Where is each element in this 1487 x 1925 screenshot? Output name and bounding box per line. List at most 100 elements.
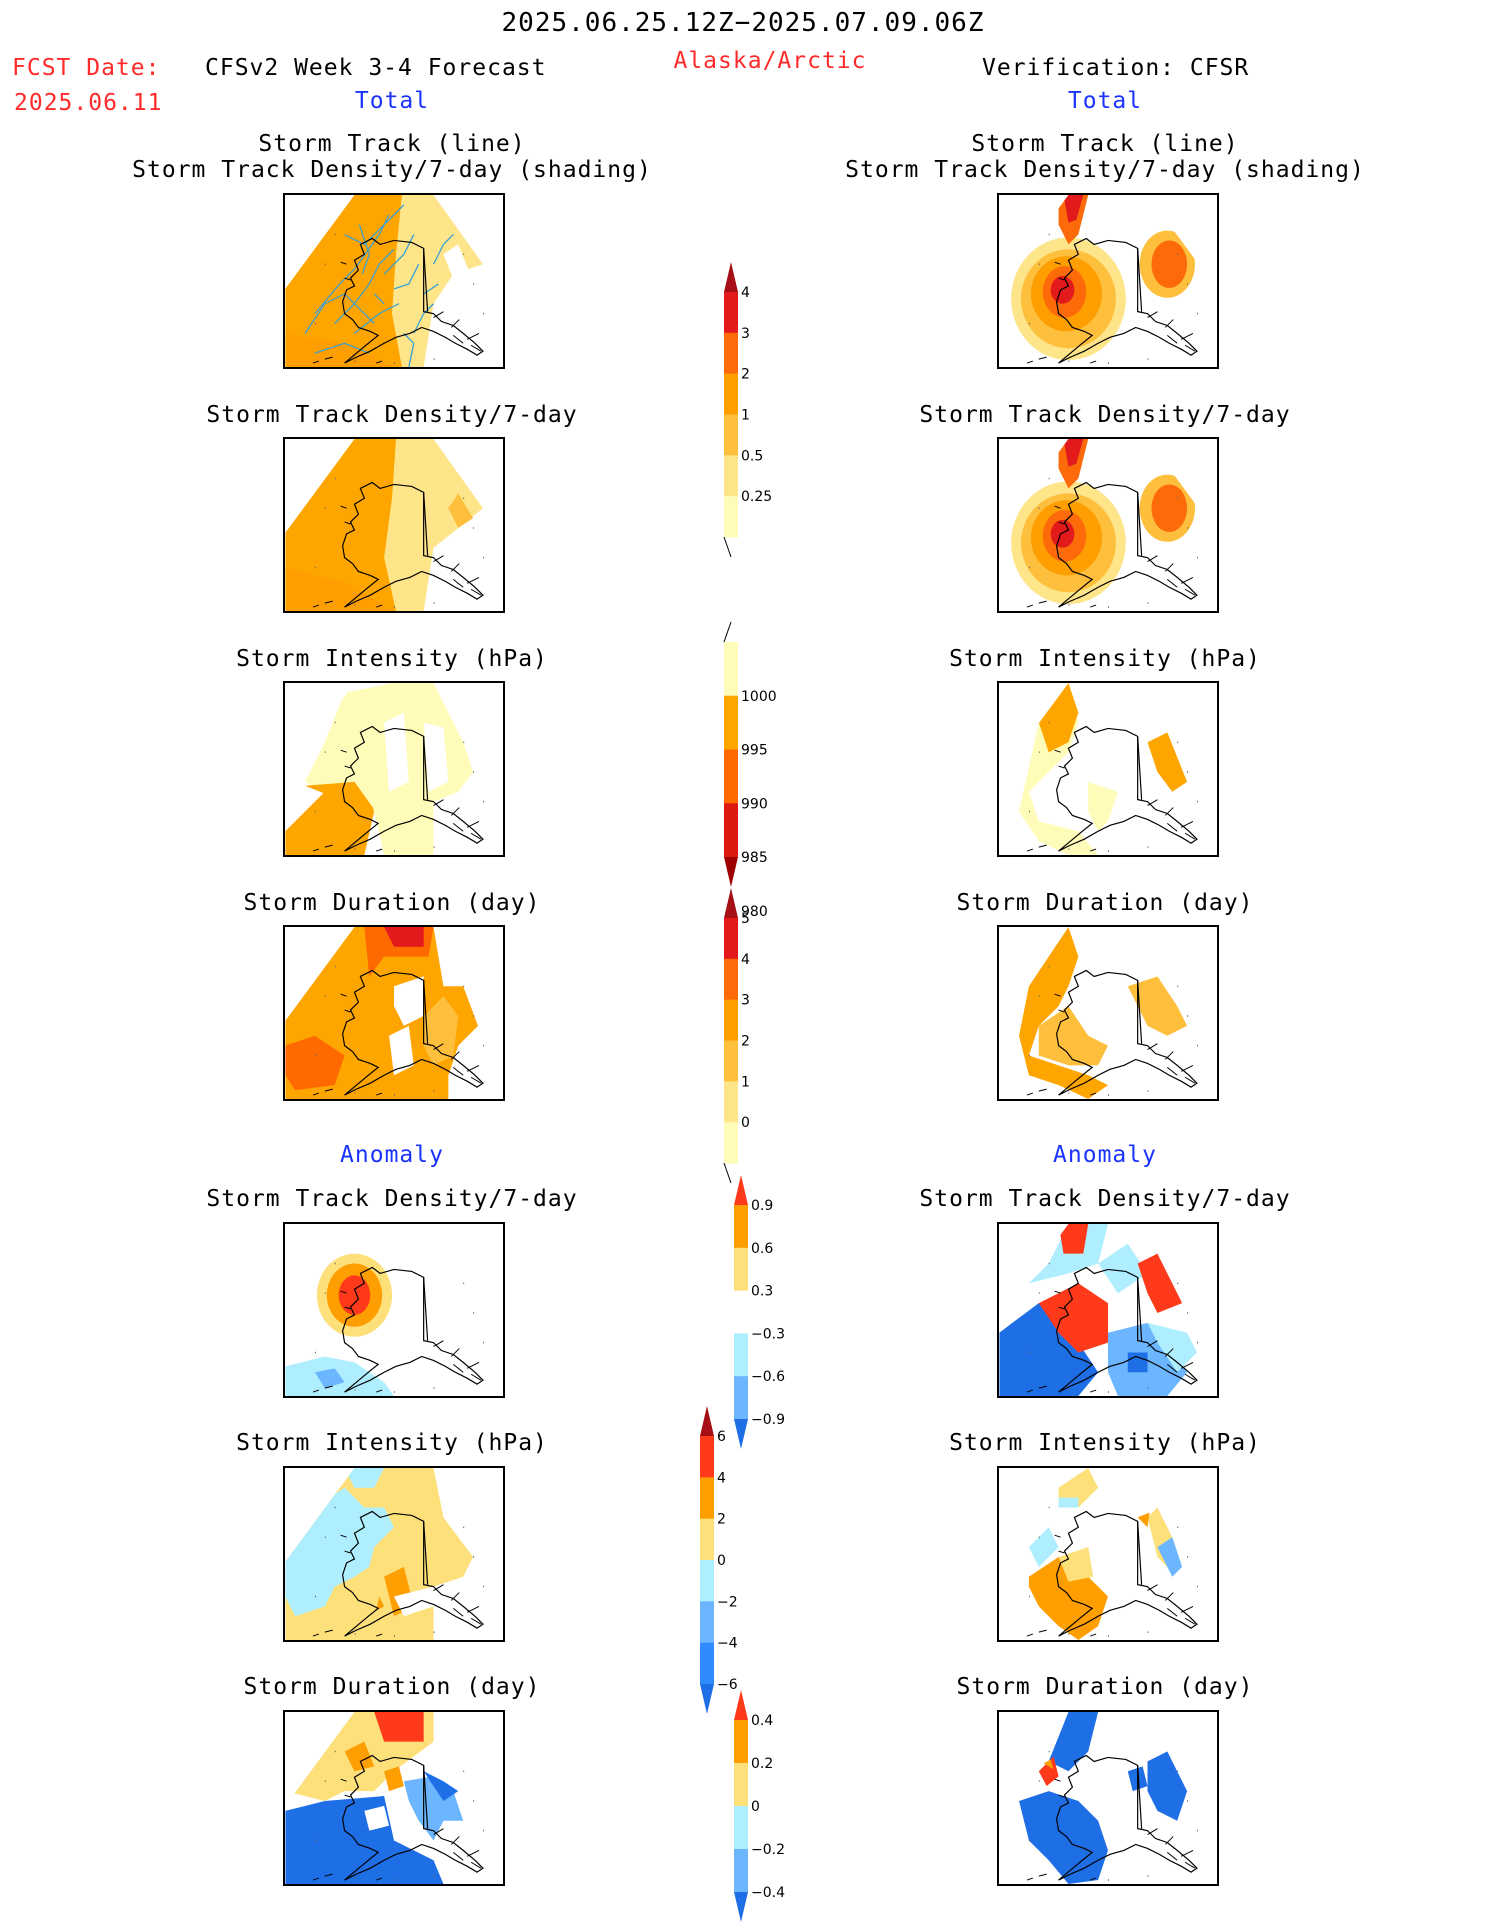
map-intensity-left — [283, 681, 505, 857]
colorbar-segment — [724, 292, 738, 334]
anomaly-label-left: Anomaly — [340, 1142, 444, 1168]
map-intensity-anom-left — [283, 1466, 505, 1642]
colorbar-segment — [734, 1247, 748, 1292]
colorbar-segment — [724, 1081, 738, 1123]
colorbar-tick-label: 1000 — [741, 689, 777, 705]
map-density-anom-left — [283, 1222, 505, 1398]
title-intensity-right: Storm Intensity (hPa) — [949, 646, 1261, 672]
title-density-left: Storm Track Density/7-day — [206, 402, 578, 428]
colorbar-tick-label: −0.2 — [751, 1842, 785, 1858]
title-duration-anom-left: Storm Duration (day) — [243, 1674, 541, 1700]
colorbar-tick-label: −0.3 — [751, 1326, 785, 1342]
title-duration-right: Storm Duration (day) — [956, 890, 1254, 916]
colorbar-segment — [700, 1477, 714, 1520]
map-intensity-right — [997, 681, 1219, 857]
colorbar-segment — [724, 803, 738, 858]
colorbar-tick-label: 0 — [741, 1115, 750, 1131]
colorbar-top-triangle — [724, 262, 738, 292]
title-intensity-anom-left: Storm Intensity (hPa) — [236, 1430, 548, 1456]
colorbar-tick-label: −2 — [717, 1594, 738, 1610]
colorbar-segment — [724, 749, 738, 804]
colorbar-tick-label: −0.4 — [751, 1885, 785, 1901]
colorbar-bottom-triangle — [724, 857, 738, 887]
title-duration-anom-right: Storm Duration (day) — [956, 1674, 1254, 1700]
colorbar-tick-label: 3 — [741, 993, 750, 1009]
colorbar-tail — [723, 536, 732, 558]
colorbar-segment — [734, 1849, 748, 1893]
colorbar-tick-label: −0.6 — [751, 1369, 785, 1385]
map-intensity-anom-right — [997, 1466, 1219, 1642]
colorbar-tick-label: −6 — [717, 1677, 738, 1693]
colorbar-tick-label: 0 — [751, 1799, 760, 1815]
colorbar-tail — [723, 1162, 732, 1184]
total-label-left: Total — [354, 88, 430, 114]
colorbar-tick-label: 0.5 — [741, 448, 763, 464]
colorbar-intensity-total: 1000 995 990 985 980 — [723, 621, 794, 920]
map-track-right — [997, 193, 1219, 369]
colorbar-tick-label: 995 — [741, 743, 768, 759]
title-duration-left: Storm Duration (day) — [243, 890, 541, 916]
colorbar-top-triangle — [724, 888, 738, 918]
colorbar-segment — [724, 1040, 738, 1082]
title-intensity-left: Storm Intensity (hPa) — [236, 646, 548, 672]
colorbar-tick-label: 0 — [717, 1553, 726, 1569]
colorbar-tick-label: 3 — [741, 326, 750, 342]
colorbar-tick-label: 990 — [741, 796, 768, 812]
title-density-anom-right: Storm Track Density/7-day — [919, 1186, 1291, 1212]
colorbar-bottom-triangle — [734, 1892, 748, 1922]
colorbar-tick-label: 4 — [741, 952, 750, 968]
colorbar-segment — [700, 1642, 714, 1685]
colorbar-tick-label: 2 — [717, 1512, 726, 1528]
colorbar-top-triangle — [734, 1690, 748, 1720]
colorbar-duration-anom: 0.4 0.2 0 −0.2 −0.4 — [734, 1690, 804, 1922]
period-title: 2025.06.25.12Z−2025.07.09.06Z — [501, 8, 985, 38]
fcst-date-label: FCST Date: — [12, 55, 161, 81]
map-track-left — [283, 193, 505, 369]
colorbar-density-anom: 0.9 0.6 0.3 −0.3 −0.6 −0.9 — [734, 1175, 804, 1449]
title-track-line-left: Storm Track (line) — [258, 131, 526, 157]
colorbar-segment — [700, 1601, 714, 1644]
title-density-anom-left: Storm Track Density/7-day — [206, 1186, 578, 1212]
colorbar-top-triangle — [734, 1175, 748, 1205]
title-track-shading-left: Storm Track Density/7-day (shading) — [132, 157, 652, 183]
colorbar-segment — [724, 496, 738, 538]
colorbar-segment — [734, 1290, 748, 1334]
colorbar-segment — [700, 1560, 714, 1602]
colorbar-tick-label: 5 — [741, 911, 750, 927]
verification-title: Verification: CFSR — [982, 55, 1250, 81]
map-duration-left — [283, 925, 505, 1101]
colorbar-duration-total: 5 4 3 2 1 0 — [723, 888, 794, 1184]
map-density-left — [283, 437, 505, 613]
colorbar-segment — [700, 1518, 714, 1561]
colorbar-tick-label: −4 — [717, 1636, 738, 1652]
colorbar-segment — [734, 1376, 748, 1420]
map-density-right — [997, 437, 1219, 613]
colorbar-segment — [724, 642, 738, 697]
colorbar-svg: 0.9 0.6 0.3 −0.3 −0.6 −0.9 — [734, 1175, 785, 1449]
colorbar-top-triangle — [700, 1406, 714, 1436]
colorbar-density-total: 4 3 2 1 0.5 0.25 — [723, 262, 794, 558]
map-duration-anom-right — [997, 1710, 1219, 1886]
colorbar-segment — [724, 332, 738, 375]
colorbar-segment — [724, 958, 738, 1001]
colorbar-tick-label: 6 — [717, 1429, 726, 1445]
colorbar-segment — [724, 455, 738, 497]
colorbar-segment — [724, 918, 738, 960]
colorbar-segment — [734, 1205, 748, 1249]
colorbar-segment — [734, 1720, 748, 1764]
colorbar-svg: 5 4 3 2 1 0 — [723, 888, 750, 1184]
colorbar-segment — [724, 999, 738, 1041]
colorbar-tick-label: −0.9 — [751, 1412, 785, 1428]
fcst-date-value: 2025.06.11 — [14, 90, 163, 116]
colorbar-svg: 6 4 2 0 −2 −4 −6 — [700, 1406, 738, 1714]
colorbar-segment — [734, 1806, 748, 1850]
map-duration-right — [997, 925, 1219, 1101]
colorbar-segment — [734, 1333, 748, 1377]
colorbar-tick-label: 985 — [741, 850, 768, 866]
colorbar-segment — [700, 1436, 714, 1478]
model-title: CFSv2 Week 3-4 Forecast — [205, 55, 547, 81]
colorbar-tick-label: 0.3 — [751, 1284, 773, 1300]
colorbar-tick-label: 0.2 — [751, 1756, 773, 1772]
colorbar-tick-label: 1 — [741, 408, 750, 424]
title-track-line-right: Storm Track (line) — [971, 131, 1239, 157]
